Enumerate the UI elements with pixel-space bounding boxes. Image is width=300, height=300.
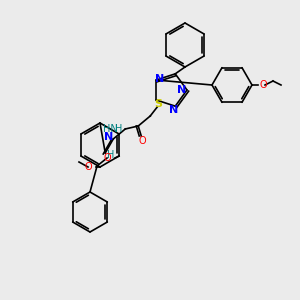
Text: N: N [103,132,113,142]
Text: N: N [169,105,178,115]
Text: H: H [115,124,122,134]
Text: O: O [84,162,92,172]
Text: S: S [154,99,162,109]
Text: O: O [103,153,111,163]
Text: N: N [154,74,164,84]
Text: HN: HN [103,124,118,134]
Text: O: O [138,136,146,146]
Text: O: O [259,80,267,90]
Text: N: N [177,85,187,95]
Text: H: H [107,150,115,160]
